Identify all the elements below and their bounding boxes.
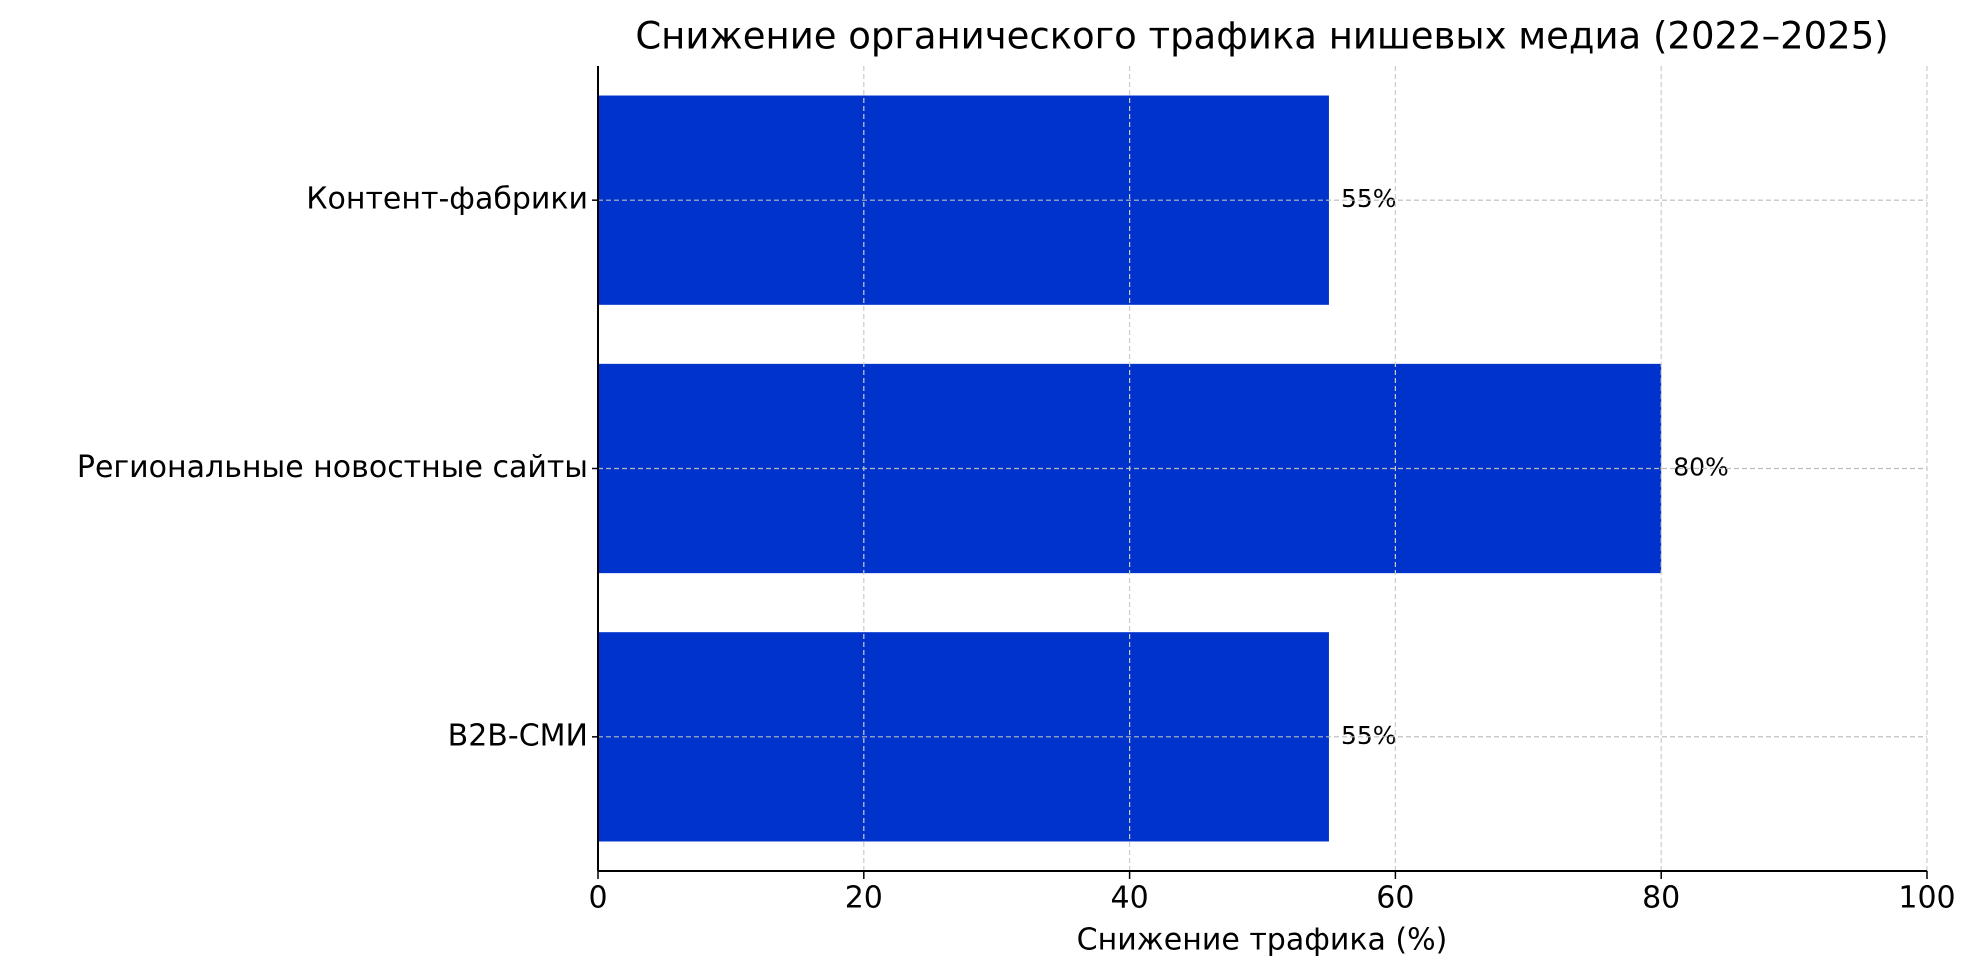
x-tick-label: 60 [1376,881,1414,916]
y-tick-label: Контент-фабрики [306,182,588,217]
y-tick-label: Региональные новостные сайты [77,450,588,485]
value-label: 80% [1673,453,1729,482]
bar [598,95,1329,305]
chart-title: Снижение органического трафика нишевых м… [635,15,1888,58]
x-tick-label: 100 [1898,881,1955,916]
x-tick-label: 20 [845,881,883,916]
x-tick-label: 40 [1111,881,1149,916]
value-label: 55% [1341,184,1397,213]
value-label: 55% [1341,721,1397,750]
bar [598,632,1329,842]
x-tick-label: 0 [588,881,607,916]
y-tick-label: B2B-СМИ [448,718,588,753]
x-axis-label: Снижение трафика (%) [1077,923,1448,958]
x-tick-label: 80 [1642,881,1680,916]
